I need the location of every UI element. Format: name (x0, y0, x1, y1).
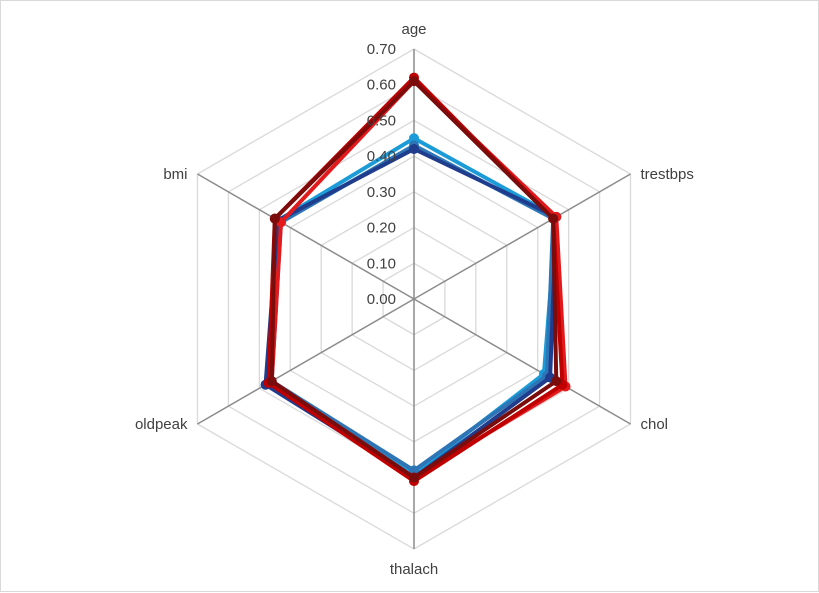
tick-label: 0.00 (367, 291, 396, 308)
axis-spoke (413, 298, 631, 425)
axis-spoke (197, 173, 415, 300)
tick-label: 0.40 (367, 148, 396, 165)
tick-label: 0.20 (367, 220, 396, 237)
data-point (548, 213, 559, 224)
data-point (551, 376, 562, 387)
radar-tick-labels: 0.00 0.10 0.20 0.30 0.40 0.50 0.60 0.70 (367, 41, 396, 308)
radar-axis-labels: age trestbps chol thalach oldpeak bmi (135, 21, 694, 578)
data-point (409, 465, 419, 476)
axis-label-trestbps: trestbps (641, 166, 694, 183)
axis-label-age: age (401, 21, 426, 38)
data-point (409, 76, 419, 87)
radar-series (260, 72, 571, 487)
axis-label-bmi: bmi (163, 166, 187, 183)
tick-label: 0.60 (367, 77, 396, 94)
radar-spokes (197, 49, 631, 549)
tick-label: 0.50 (367, 112, 396, 129)
axis-label-oldpeak: oldpeak (135, 416, 188, 433)
tick-label: 0.70 (367, 41, 396, 58)
data-point (266, 376, 277, 387)
data-point (409, 472, 419, 483)
data-point (409, 144, 419, 154)
data-point (409, 133, 419, 144)
series-6 (266, 76, 562, 483)
axis-label-thalach: thalach (390, 561, 438, 578)
tick-label: 0.10 (367, 255, 396, 272)
data-point (269, 213, 280, 224)
axis-spoke (413, 173, 631, 300)
tick-label: 0.30 (367, 184, 396, 201)
axis-spoke (197, 298, 415, 425)
axis-label-chol: chol (641, 416, 669, 433)
